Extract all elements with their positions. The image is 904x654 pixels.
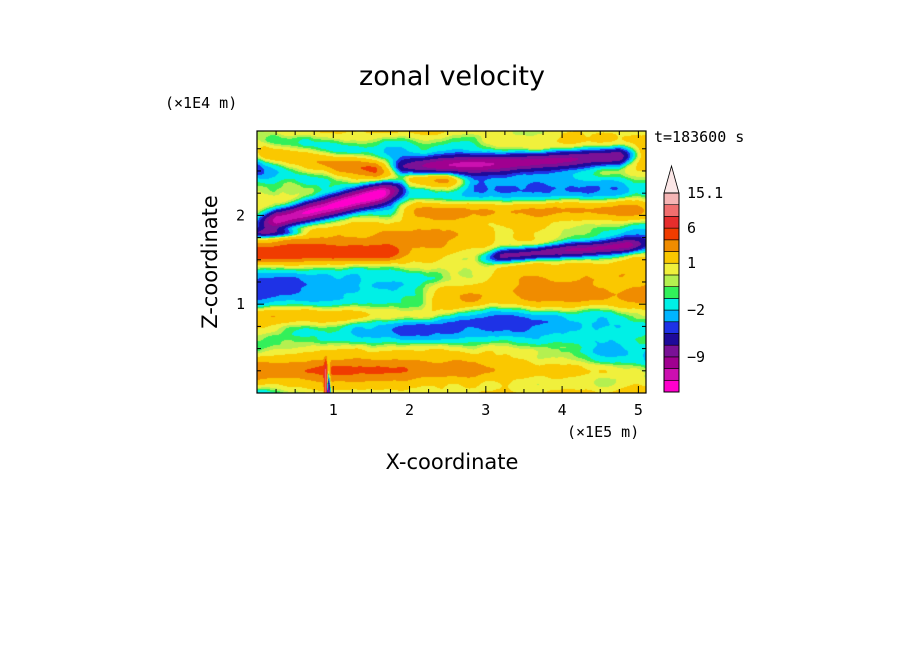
colorbar-segment [663,368,680,381]
chart-title: zonal velocity [359,61,545,92]
colorbar-segment [663,227,680,241]
colorbar-segment [663,239,680,252]
colorbar-segment [663,321,680,334]
colorbar: 15.1 6 1 −2 −9 [663,164,723,393]
colorbar-segment [663,344,680,358]
colorbar-segment [663,216,680,229]
plot-frame [256,130,647,394]
x-tick-label: 3 [481,401,490,419]
velocity-field [257,131,646,393]
y-axis: 12 [236,148,646,372]
x-axis-label: X-coordinate [386,450,519,474]
x-tick-label: 4 [558,401,567,419]
y-axis-label: Z-coordinate [198,195,222,329]
colorbar-frame [663,192,680,393]
colorbar-extension [663,164,680,194]
colorbar-tick-label: 6 [687,219,696,237]
x-tick-label: 5 [634,401,643,419]
colorbar-tick-label: −2 [687,301,705,319]
colorbar-segment [663,286,680,299]
y-tick-label: 2 [236,206,245,224]
colorbar-segment [663,204,680,217]
colorbar-segment [663,251,680,264]
x-axis: 1 2 3 4 5 [275,131,643,419]
colorbar-tick-label: 1 [687,254,696,272]
colorbar-segment [663,379,680,393]
colorbar-segment [663,333,680,346]
colorbar-segment [663,298,680,311]
colorbar-tick-label: 15.1 [687,184,723,202]
y-tick-label: 1 [236,295,245,313]
colorbar-segment [663,356,680,369]
colorbar-segment [663,262,680,276]
colorbar-segment [663,192,680,206]
x-tick-label: 2 [405,401,414,419]
x-tick-label: 1 [329,401,338,419]
x-scale-label: (×1E5 m) [567,423,639,441]
colorbar-segment [663,274,680,287]
colorbar-tick-label: −9 [687,348,705,366]
y-scale-label: (×1E4 m) [165,94,237,112]
colorbar-segment [663,309,680,323]
time-label: t=183600 s [654,128,744,146]
